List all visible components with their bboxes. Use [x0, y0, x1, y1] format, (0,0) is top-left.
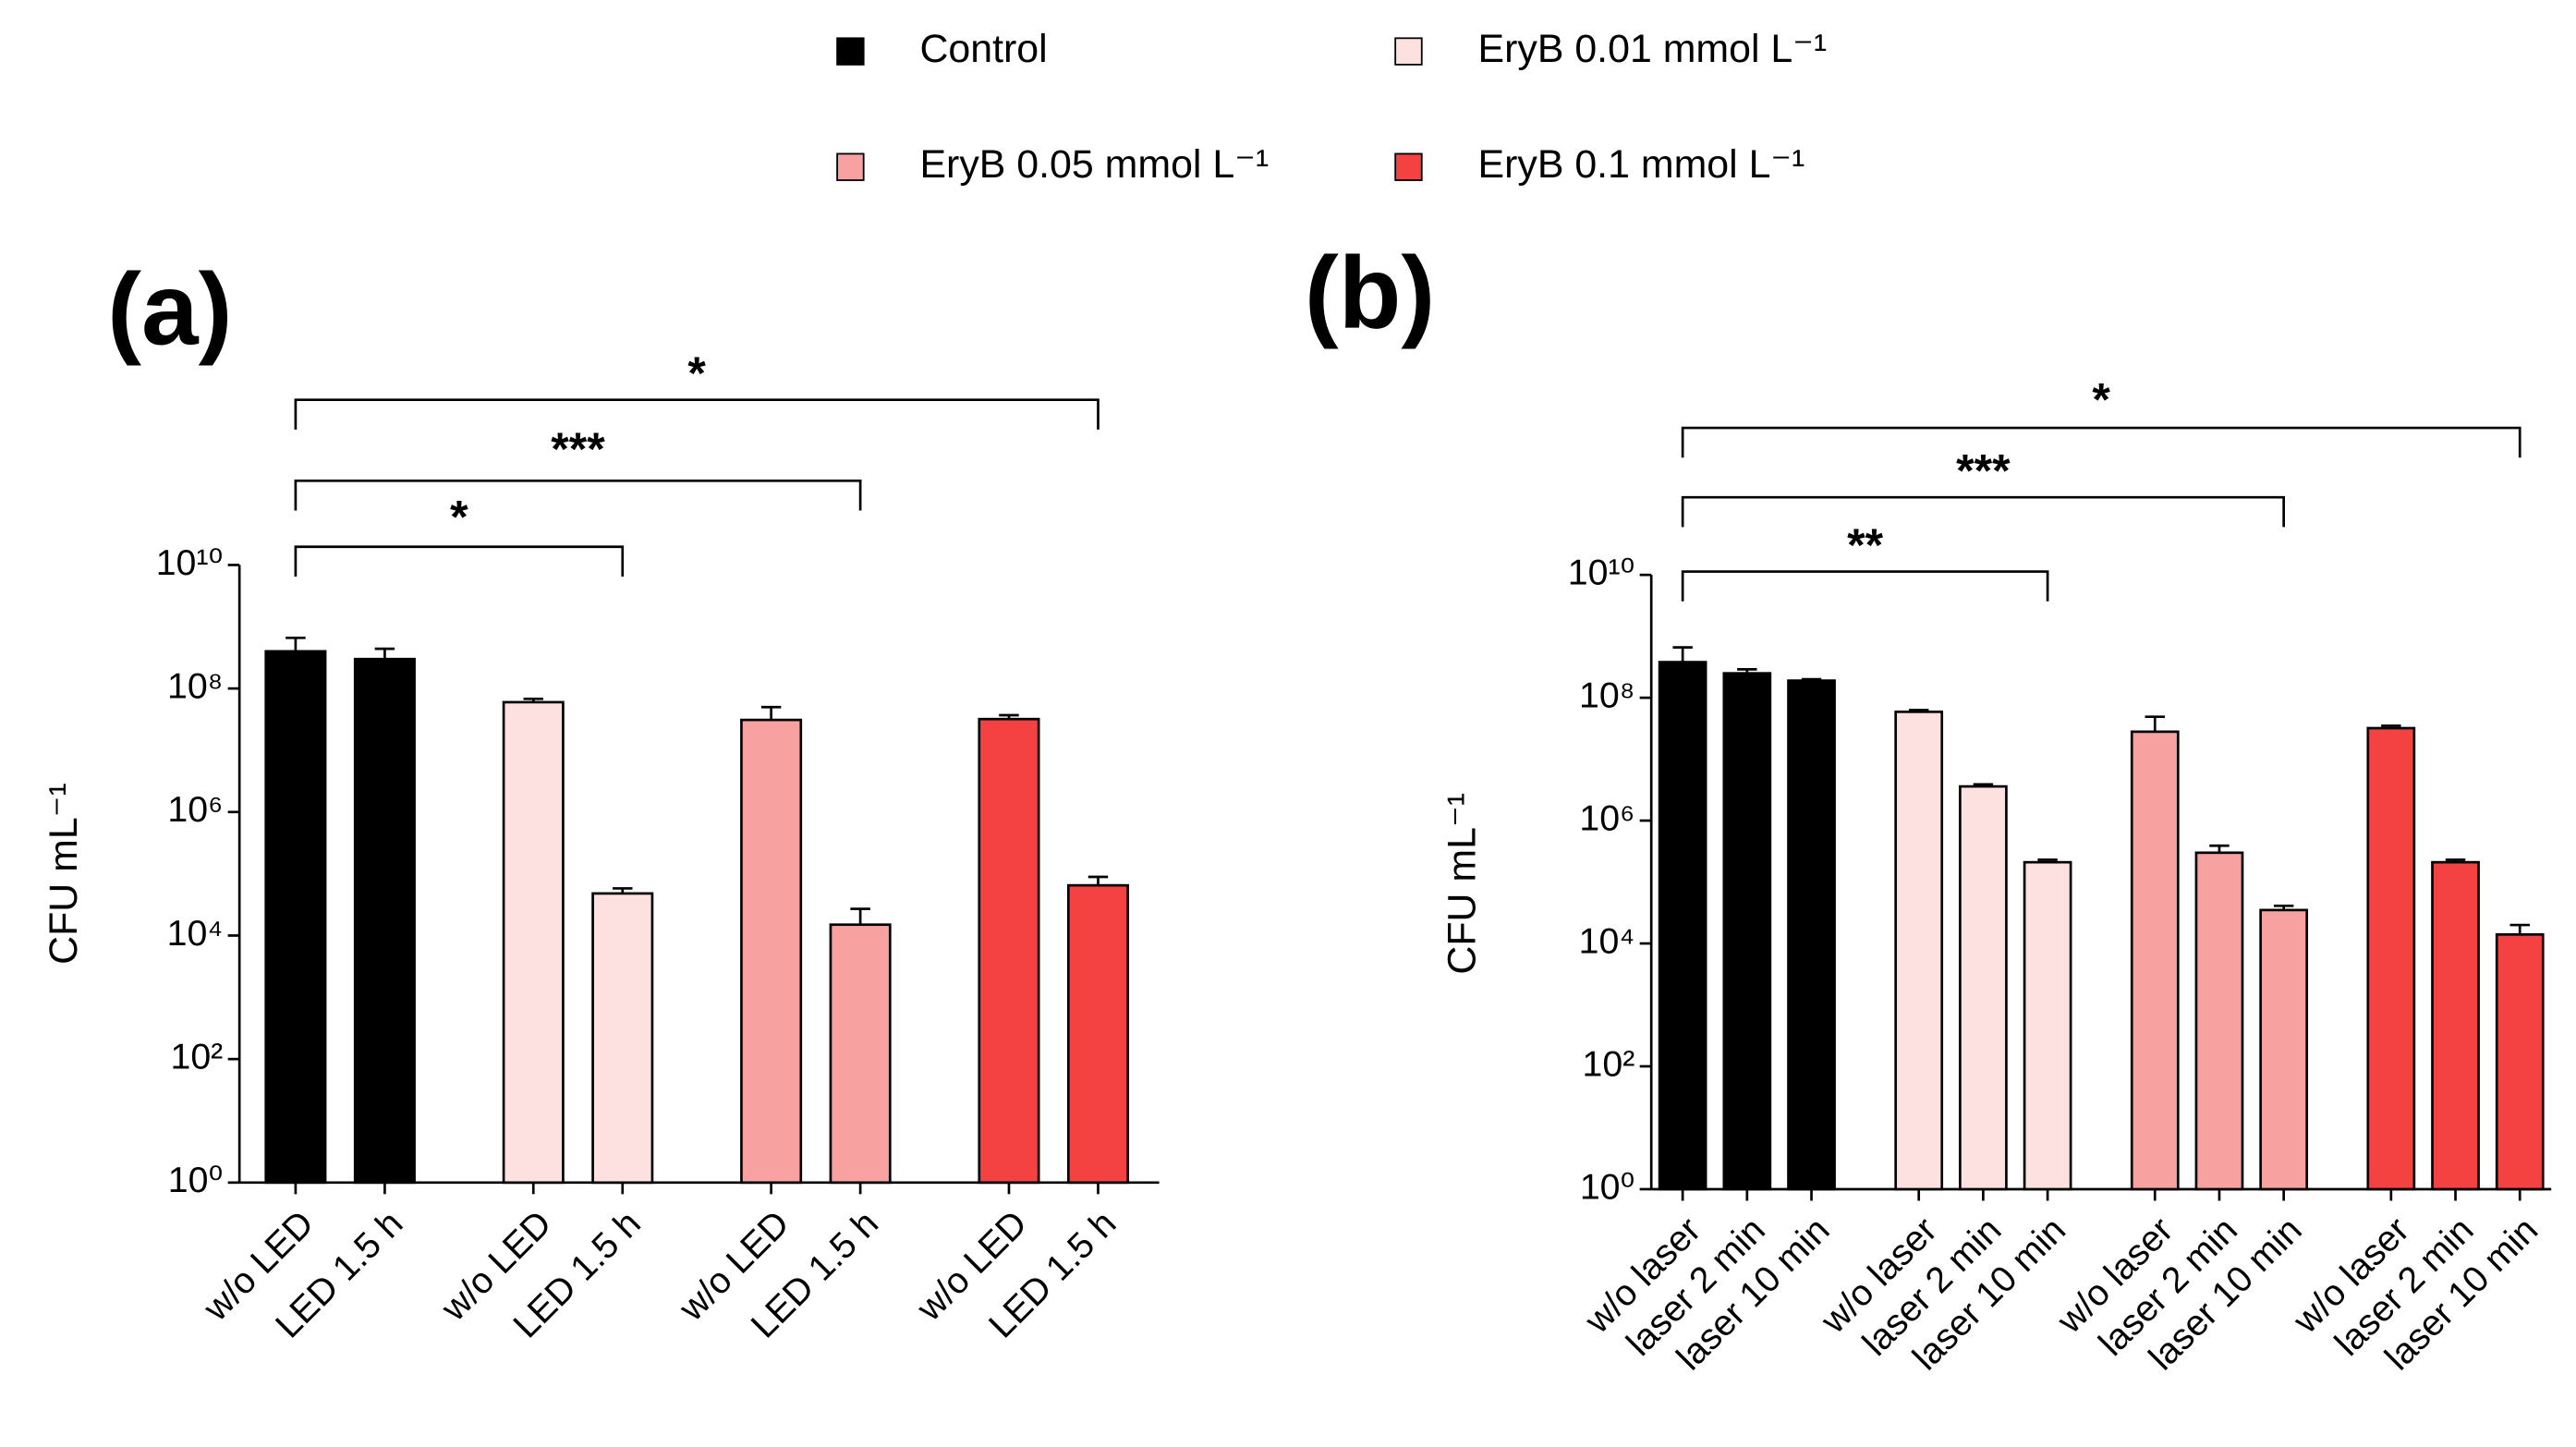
legend-label: EryB 0.05 mmol L⁻¹ — [919, 142, 1269, 187]
bar — [2259, 908, 2309, 1191]
y-tick-label: 10² — [170, 1037, 223, 1077]
bar — [2431, 860, 2480, 1191]
bar — [2023, 860, 2072, 1191]
y-tick-label: 10⁰ — [168, 1160, 223, 1200]
legend-label: EryB 0.01 mmol L⁻¹ — [1478, 27, 1828, 71]
significance-bracket — [294, 545, 625, 577]
bar — [1959, 784, 2008, 1191]
bar — [2130, 730, 2180, 1191]
bar — [1658, 661, 1707, 1191]
y-axis-label: CFU mL⁻¹ — [1440, 793, 1485, 975]
bar — [2495, 932, 2545, 1191]
bar — [1722, 672, 1772, 1191]
y-tick-label: 10⁸ — [167, 666, 223, 707]
y-tick-label: 10² — [1583, 1043, 1635, 1084]
y-tick-label: 10⁴ — [1579, 920, 1635, 961]
bar — [978, 717, 1040, 1185]
significance-label: *** — [1956, 444, 2011, 496]
legend-swatch — [836, 37, 865, 66]
significance-label: *** — [551, 423, 605, 475]
legend-swatch — [1394, 37, 1423, 66]
y-tick-label: 10⁴ — [167, 913, 224, 954]
bar — [1894, 711, 1944, 1191]
bar — [591, 892, 654, 1185]
y-tick-label: 10⁶ — [1579, 797, 1634, 838]
panel-label: (a) — [107, 253, 232, 367]
significance-bracket — [294, 479, 862, 511]
significance-label: * — [450, 491, 468, 542]
significance-label: * — [2092, 374, 2110, 426]
bar — [2194, 851, 2244, 1191]
bar — [1787, 679, 1836, 1191]
y-tick-label: 10⁸ — [1579, 675, 1634, 716]
y-tick-label: 10¹⁰ — [156, 542, 224, 583]
bar — [264, 650, 327, 1185]
significance-bracket — [1681, 570, 2049, 602]
significance-bracket — [1681, 495, 2286, 528]
bar — [740, 718, 803, 1185]
significance-label: * — [687, 347, 706, 399]
bar — [829, 923, 892, 1185]
bar — [502, 700, 565, 1185]
bar — [2366, 726, 2416, 1191]
bar — [353, 657, 416, 1185]
legend-swatch — [1394, 152, 1423, 181]
significance-bracket — [294, 398, 1100, 430]
y-axis-label: CFU mL⁻¹ — [42, 783, 86, 965]
y-tick-label: 10¹⁰ — [1568, 553, 1635, 593]
panel-label: (b) — [1305, 237, 1435, 350]
significance-label: ** — [1847, 519, 1883, 571]
significance-bracket — [1681, 426, 2521, 458]
y-tick-label: 10⁰ — [1580, 1166, 1634, 1207]
legend-label: EryB 0.1 mmol L⁻¹ — [1478, 142, 1805, 187]
bar — [1066, 883, 1129, 1185]
y-tick-label: 10⁶ — [167, 789, 223, 830]
legend-swatch — [836, 152, 865, 181]
legend-label: Control — [919, 27, 1047, 71]
